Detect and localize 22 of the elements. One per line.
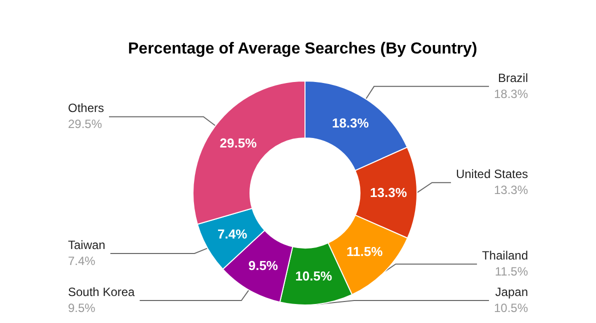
data-label: 9.5% [248,258,278,273]
slice-label: Taiwan [68,238,106,252]
data-label: 10.5% [494,301,528,315]
text: 18.3% [332,115,369,130]
text: 29.5% [220,135,257,150]
data-label: 7.4% [218,226,248,242]
text: 7.4% [68,254,96,268]
slice-label: Brazil [498,70,528,85]
text: 13.3% [494,183,528,198]
slice-label: South Korea [68,285,136,299]
text: 11.5% [494,264,528,279]
data-label: 29.5% [68,117,102,132]
text: 9.5% [68,301,96,315]
slice-label: Japan [495,285,528,299]
chart-title: Percentage of Average Searches (By Country) [128,40,478,58]
data-label: 18.3% [494,86,528,101]
slice-label: United States [456,167,528,182]
data-label: 11.5% [346,244,384,259]
text: 10.5% [295,268,332,284]
slice-label: Thailand [482,248,528,263]
data-label: 13.3% [370,185,408,200]
slice-label: Others [68,101,104,116]
